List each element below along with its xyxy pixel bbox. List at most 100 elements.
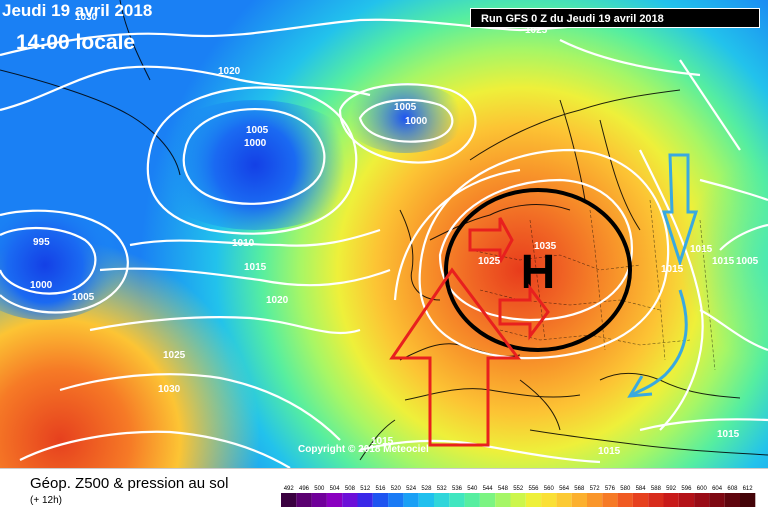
pressure-label: 1005 [394, 102, 417, 113]
pressure-label: 1015 [661, 264, 684, 275]
pressure-label: 1030 [75, 12, 98, 23]
scale-swatch [724, 493, 740, 507]
scale-tick-label: 504 [330, 486, 341, 492]
scale-tick-label: 548 [498, 486, 509, 492]
scale-tick-label: 544 [483, 486, 494, 492]
scale-tick-label: 572 [590, 486, 601, 492]
model-run-banner: Run GFS 0 Z du Jeudi 19 avril 2018 [470, 8, 760, 28]
scale-tick-label: 560 [544, 486, 555, 492]
scale-tick-label: 580 [620, 486, 631, 492]
pressure-label: 1010 [232, 238, 255, 249]
scale-swatch [479, 493, 496, 507]
scale-tick-label: 600 [697, 486, 708, 492]
scale-tick-label: 496 [299, 486, 310, 492]
scale-tick-label: 568 [574, 486, 585, 492]
forecast-date: Jeudi 19 avril 2018 [2, 1, 153, 20]
scale-tick-label: 508 [345, 486, 356, 492]
pressure-label: 995 [33, 237, 50, 248]
scale-tick-label: 528 [421, 486, 432, 492]
pressure-label: 1005 [246, 125, 269, 136]
legend-title: Géop. Z500 & pression au sol [30, 475, 229, 492]
high-pressure-circle [444, 188, 632, 352]
scale-tick-label: 520 [391, 486, 402, 492]
scale-swatch [648, 493, 664, 507]
scale-tick-label: 564 [559, 486, 570, 492]
pressure-label: 1035 [534, 241, 557, 252]
pressure-label: 1025 [478, 256, 501, 267]
scale-swatch [296, 493, 312, 507]
scale-tick-label: 512 [360, 486, 371, 492]
pressure-label: 1000 [30, 280, 53, 291]
scale-swatch [663, 493, 679, 507]
scale-swatch [464, 493, 480, 507]
cold-advection-arrow [627, 153, 699, 398]
pressure-label: 1000 [405, 116, 428, 127]
scale-tick-label: 532 [437, 486, 448, 492]
pressure-label: 1030 [158, 384, 181, 395]
scale-tick-label: 576 [605, 486, 616, 492]
scale-swatch [342, 493, 358, 507]
scale-swatch [510, 493, 526, 507]
scale-swatch [602, 493, 618, 507]
pressure-label: 1025 [163, 350, 186, 361]
pressure-label: 1000 [244, 138, 267, 149]
scale-tick-label: 556 [528, 486, 539, 492]
scale-swatch [372, 493, 389, 507]
copyright-notice: Copyright © 2018 Meteociel [298, 444, 429, 455]
scale-swatch [525, 493, 542, 507]
pressure-label: 1025 [525, 25, 548, 36]
pressure-label: 1005 [72, 292, 95, 303]
scale-swatch [694, 493, 710, 507]
scale-tick-label: 604 [712, 486, 723, 492]
pressure-label: 1015 [244, 262, 267, 273]
scale-tick-label: 492 [284, 486, 295, 492]
scale-swatch [617, 493, 633, 507]
geopotential-map: H 1030 1020 1025 1005 1000 1005 1000 995… [0, 0, 768, 468]
scale-tick-label: 608 [727, 486, 738, 492]
scale-swatch [326, 493, 343, 507]
scale-swatch [571, 493, 587, 507]
pressure-label: 1015 [712, 256, 735, 267]
scale-tick-label: 552 [513, 486, 524, 492]
scale-tick-label: 536 [452, 486, 463, 492]
pressure-label: 1015 [598, 446, 621, 457]
scale-swatch [556, 493, 572, 507]
scale-tick-label: 612 [743, 486, 754, 492]
scale-swatch [709, 493, 725, 507]
scale-tick-label: 584 [636, 486, 647, 492]
scale-swatch [311, 493, 327, 507]
scale-swatch [449, 493, 465, 507]
scale-swatch [418, 493, 434, 507]
scale-swatch [678, 493, 695, 507]
forecast-time: 14:00 locale [16, 31, 136, 54]
scale-tick-label: 500 [314, 486, 325, 492]
scale-swatch [632, 493, 649, 507]
scale-swatch [281, 493, 297, 507]
pressure-label: 1015 [371, 436, 394, 447]
scale-swatch [434, 493, 450, 507]
legend-footer: Géop. Z500 & pression au sol (+ 12h) 492… [0, 468, 768, 512]
scale-swatch [495, 493, 511, 507]
pressure-label: 1020 [218, 66, 241, 77]
scale-swatch [740, 493, 756, 507]
pressure-label: 1015 [717, 429, 740, 440]
pressure-label: 1020 [266, 295, 289, 306]
scale-swatch [403, 493, 419, 507]
pressure-label: 1015 [690, 244, 713, 255]
scale-tick-label: 516 [375, 486, 386, 492]
pressure-label: 1005 [736, 256, 759, 267]
scale-swatch [357, 493, 373, 507]
low-pressure-core-atlantic [145, 100, 365, 230]
scale-tick-label: 592 [666, 486, 677, 492]
scale-tick-label: 524 [406, 486, 417, 492]
warm-advection-arrow [389, 217, 550, 447]
scale-swatch [541, 493, 557, 507]
scale-swatch [587, 493, 603, 507]
scale-tick-label: 596 [681, 486, 692, 492]
high-pressure-symbol: H [521, 246, 556, 299]
color-scale: 492 496 500 504 508 512 516 520 524 528 532 536 540 5… [281, 486, 756, 507]
scale-tick-label: 540 [467, 486, 478, 492]
scale-swatch [388, 493, 404, 507]
scale-tick-label: 588 [651, 486, 662, 492]
